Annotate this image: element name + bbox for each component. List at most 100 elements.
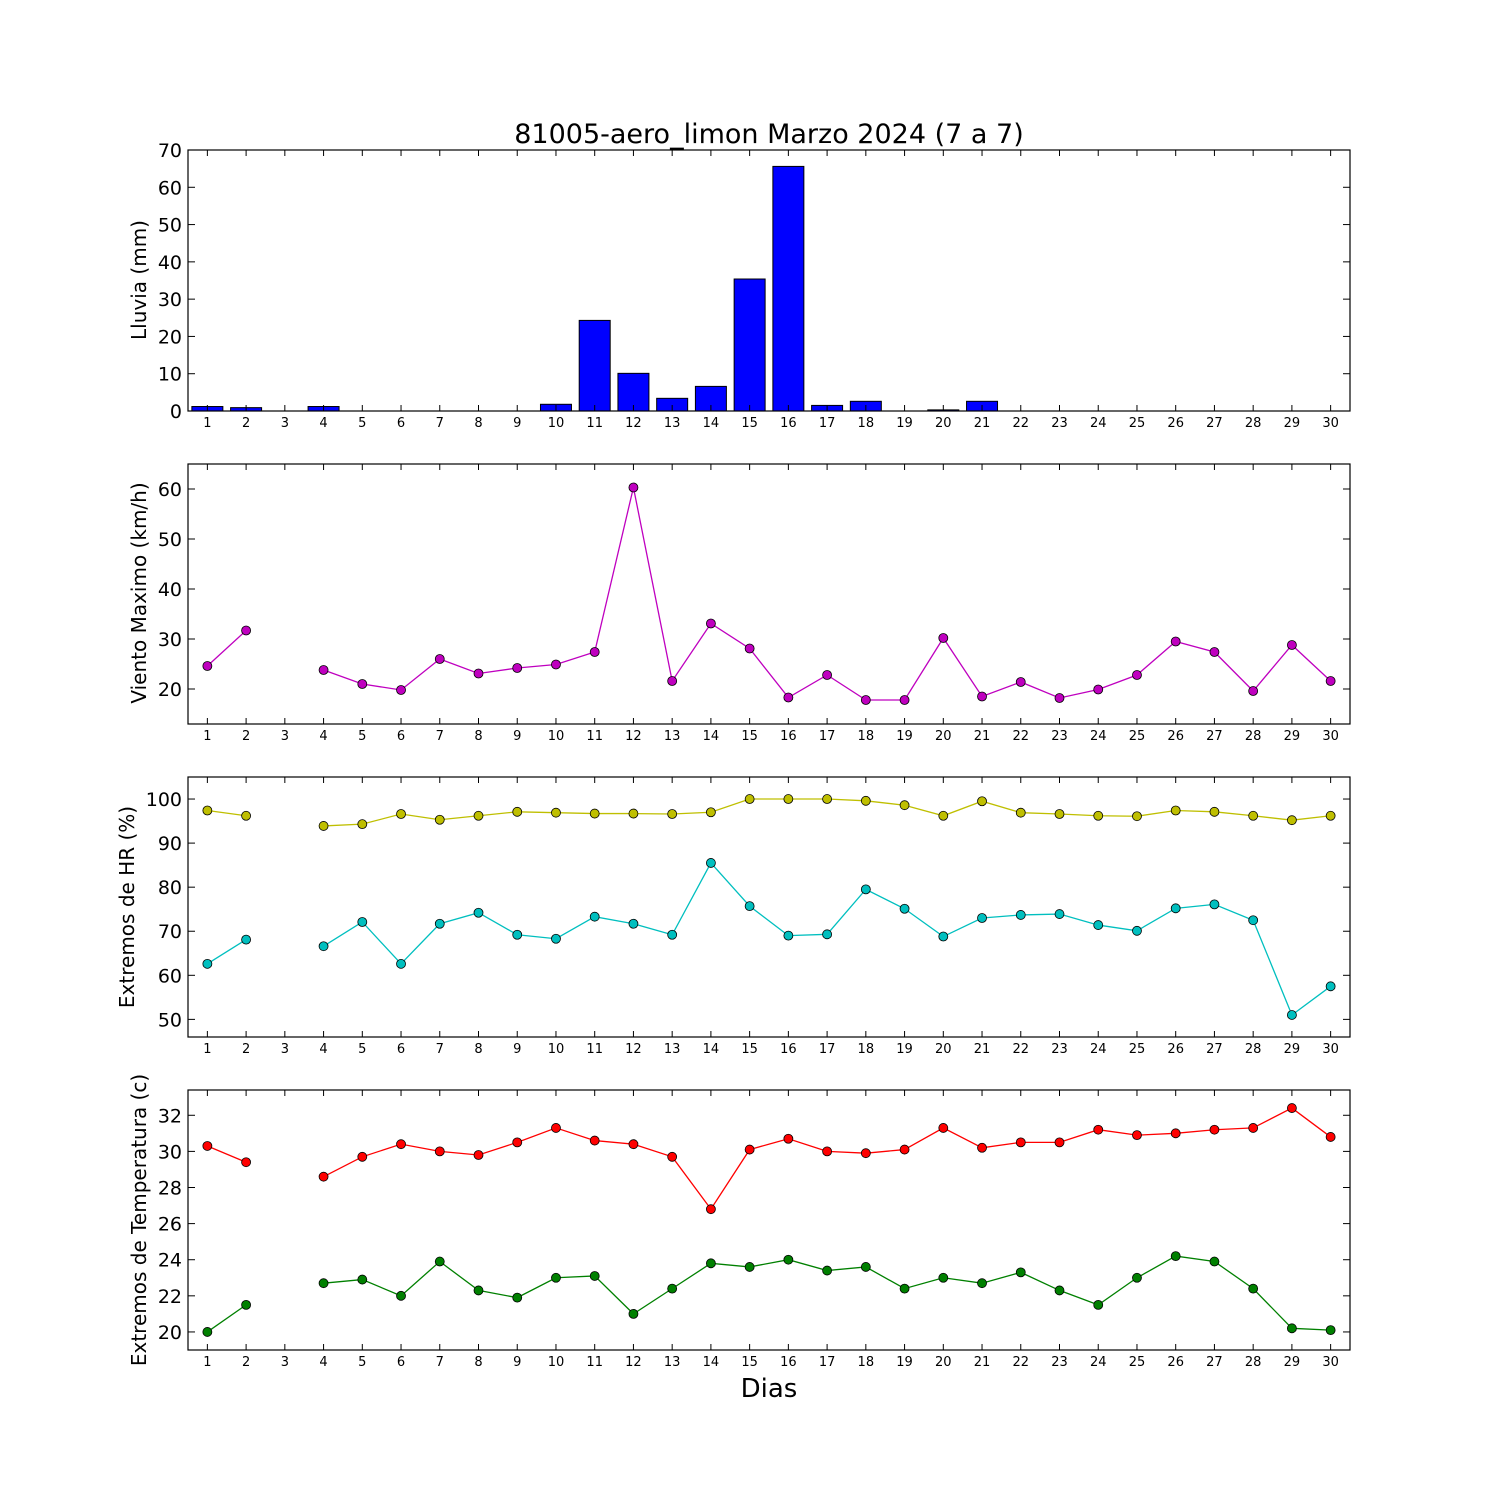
humidity-series-1-point-8 xyxy=(473,907,484,918)
rain-xtick-label: 24 xyxy=(1090,416,1107,431)
humidity-xtick-label: 24 xyxy=(1090,1042,1107,1057)
x-axis-label: Dias xyxy=(741,1374,798,1404)
humidity-series-1-point-24 xyxy=(1093,920,1104,930)
humidity-series-0-point-4 xyxy=(318,821,329,831)
rain-xtick-label: 16 xyxy=(780,416,797,431)
temperature-xtick-label: 17 xyxy=(819,1355,836,1370)
temperature-series-1-point-9 xyxy=(512,1292,523,1303)
temperature-series-1-point-22 xyxy=(1015,1267,1026,1278)
temperature-xtick-label: 10 xyxy=(548,1355,565,1370)
wind-series-0-point-8 xyxy=(473,668,484,679)
wind-series-0-point-21 xyxy=(977,691,987,702)
humidity-series-1-point-4 xyxy=(318,941,329,952)
humidity-series-0-point-2 xyxy=(241,810,252,821)
temperature-xtick-label: 15 xyxy=(741,1355,758,1370)
temperature-ytick-label: 28 xyxy=(158,1178,182,1200)
temperature-series-0-point-10 xyxy=(551,1123,561,1133)
wind-xtick-label: 10 xyxy=(548,729,565,744)
temperature-series-1-point-15 xyxy=(744,1262,755,1272)
temperature-ylabel: Extremos de Temperatura (c) xyxy=(127,1074,151,1366)
temperature-series-1-point-16 xyxy=(783,1254,794,1265)
temperature-xtick-label: 27 xyxy=(1206,1355,1223,1370)
humidity-xtick-label: 5 xyxy=(358,1042,366,1057)
temperature-xtick-label: 4 xyxy=(319,1355,327,1370)
humidity-xtick-label: 2 xyxy=(242,1042,250,1057)
wind-series-0-point-29 xyxy=(1287,640,1297,650)
humidity-series-0-point-19 xyxy=(899,800,910,811)
wind-xtick-label: 23 xyxy=(1051,729,1068,744)
wind-xtick-label: 12 xyxy=(625,729,642,744)
humidity-xtick-label: 22 xyxy=(1012,1042,1029,1057)
wind-series-0-line-0 xyxy=(206,630,247,667)
temperature-series-1-point-21 xyxy=(977,1278,987,1289)
wind-xtick-label: 19 xyxy=(896,729,913,744)
wind-xtick-label: 20 xyxy=(935,729,952,744)
wind-series-0-point-2 xyxy=(241,625,252,636)
humidity-xtick-label: 17 xyxy=(819,1042,836,1057)
temperature-xtick-label: 5 xyxy=(358,1355,366,1370)
temperature-xtick-label: 24 xyxy=(1090,1355,1107,1370)
temperature-series-0-line-0 xyxy=(207,1145,247,1163)
wind-series-0-point-16 xyxy=(783,692,794,703)
rain-xtick-label: 10 xyxy=(548,416,565,431)
wind-series-0-point-30 xyxy=(1325,676,1336,686)
temperature-xtick-label: 12 xyxy=(625,1355,642,1370)
temperature-series-1-point-18 xyxy=(860,1262,871,1272)
temperature-series-0-point-2 xyxy=(241,1157,252,1168)
temperature-series-0-point-7 xyxy=(434,1146,445,1157)
humidity-xtick-label: 29 xyxy=(1284,1042,1301,1057)
temperature-xtick-label: 6 xyxy=(397,1355,405,1370)
temperature-series-0-point-8 xyxy=(473,1150,484,1160)
temperature-series-1-point-30 xyxy=(1325,1325,1336,1336)
humidity-xtick-label: 19 xyxy=(896,1042,913,1057)
wind-series-0-point-23 xyxy=(1054,693,1065,703)
temperature-series-1-point-26 xyxy=(1170,1251,1181,1262)
rain-xtick-label: 2 xyxy=(242,416,250,431)
wind-ytick-label: 60 xyxy=(158,479,182,501)
rain-ytick-label: 0 xyxy=(170,401,182,423)
rain-xtick-label: 28 xyxy=(1245,416,1262,431)
temperature-xtick-label: 19 xyxy=(896,1355,913,1370)
humidity-xtick-label: 25 xyxy=(1129,1042,1146,1057)
temperature-ytick-label: 26 xyxy=(158,1214,182,1236)
humidity-series-0-point-14 xyxy=(706,807,716,818)
humidity-series-1-point-14 xyxy=(706,858,716,868)
rain-xtick-label: 29 xyxy=(1284,416,1301,431)
rain-bar-11 xyxy=(578,319,611,412)
temperature-series-0-point-22 xyxy=(1015,1137,1026,1148)
wind-series-0-point-11 xyxy=(589,647,600,657)
humidity-xtick-label: 7 xyxy=(436,1042,444,1057)
wind-series-0-point-6 xyxy=(396,685,406,695)
wind-series-0-point-27 xyxy=(1209,647,1220,657)
temperature-ytick-label: 24 xyxy=(158,1250,182,1272)
humidity-series-0-point-24 xyxy=(1093,810,1104,821)
humidity-series-0-point-6 xyxy=(396,809,406,819)
humidity-series-1-point-18 xyxy=(860,884,871,895)
wind-series-0-point-4 xyxy=(318,665,329,675)
wind-xtick-label: 9 xyxy=(513,729,521,744)
humidity-ytick-label: 50 xyxy=(158,1009,182,1031)
temperature-xtick-label: 16 xyxy=(780,1355,797,1370)
humidity-xtick-label: 3 xyxy=(281,1042,289,1057)
wind-xtick-label: 27 xyxy=(1206,729,1223,744)
rain-xtick-label: 8 xyxy=(474,416,482,431)
humidity-series-1-point-2 xyxy=(241,934,252,945)
temperature-series-1-point-24 xyxy=(1093,1299,1104,1310)
rain-bar-16 xyxy=(772,165,805,412)
wind-series-0-point-9 xyxy=(512,663,523,673)
temperature-xtick-label: 1 xyxy=(203,1355,211,1370)
rain-frame xyxy=(187,149,1351,412)
wind-xtick-label: 21 xyxy=(974,729,991,744)
humidity-series-1-point-29 xyxy=(1287,1010,1297,1020)
temperature-series-1-point-27 xyxy=(1209,1256,1220,1267)
humidity-series-0-point-22 xyxy=(1015,807,1026,818)
humidity-series-0-point-16 xyxy=(783,794,794,804)
wind-xtick-label: 4 xyxy=(319,729,327,744)
temperature-xtick-label: 11 xyxy=(586,1355,603,1370)
wind-series-0-point-22 xyxy=(1015,677,1026,687)
temperature-series-0-point-12 xyxy=(628,1139,639,1150)
humidity-series-0-point-27 xyxy=(1209,806,1220,817)
